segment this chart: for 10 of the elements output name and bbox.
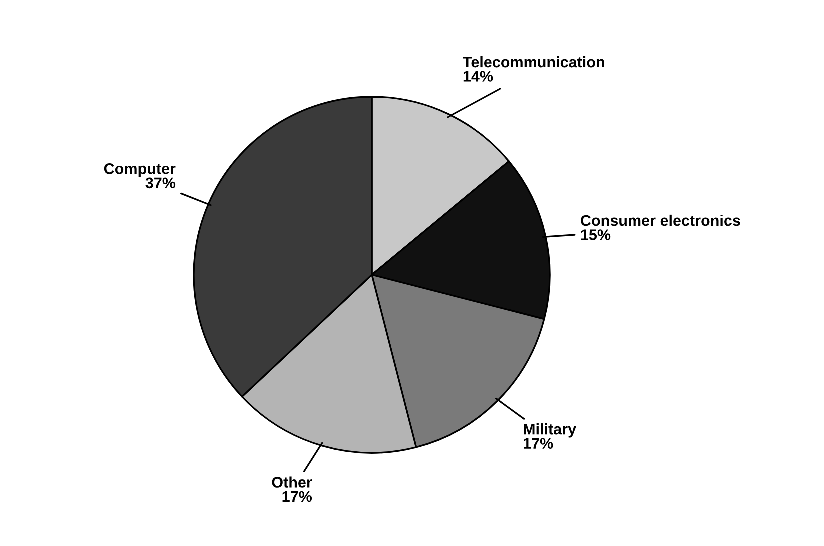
slice-label: Consumer electronics <box>581 214 740 226</box>
data-label: 17% <box>524 438 554 449</box>
data-label: 14% <box>464 71 494 82</box>
data-label: 17% <box>282 491 312 502</box>
data-label: 15% <box>581 230 611 240</box>
slice-label: Telecommunication <box>463 56 604 68</box>
slice-label: Other <box>272 476 312 488</box>
data-label: 37% <box>146 178 176 189</box>
slice-label: Military <box>524 424 576 438</box>
slice-label: Computer <box>104 164 176 178</box>
